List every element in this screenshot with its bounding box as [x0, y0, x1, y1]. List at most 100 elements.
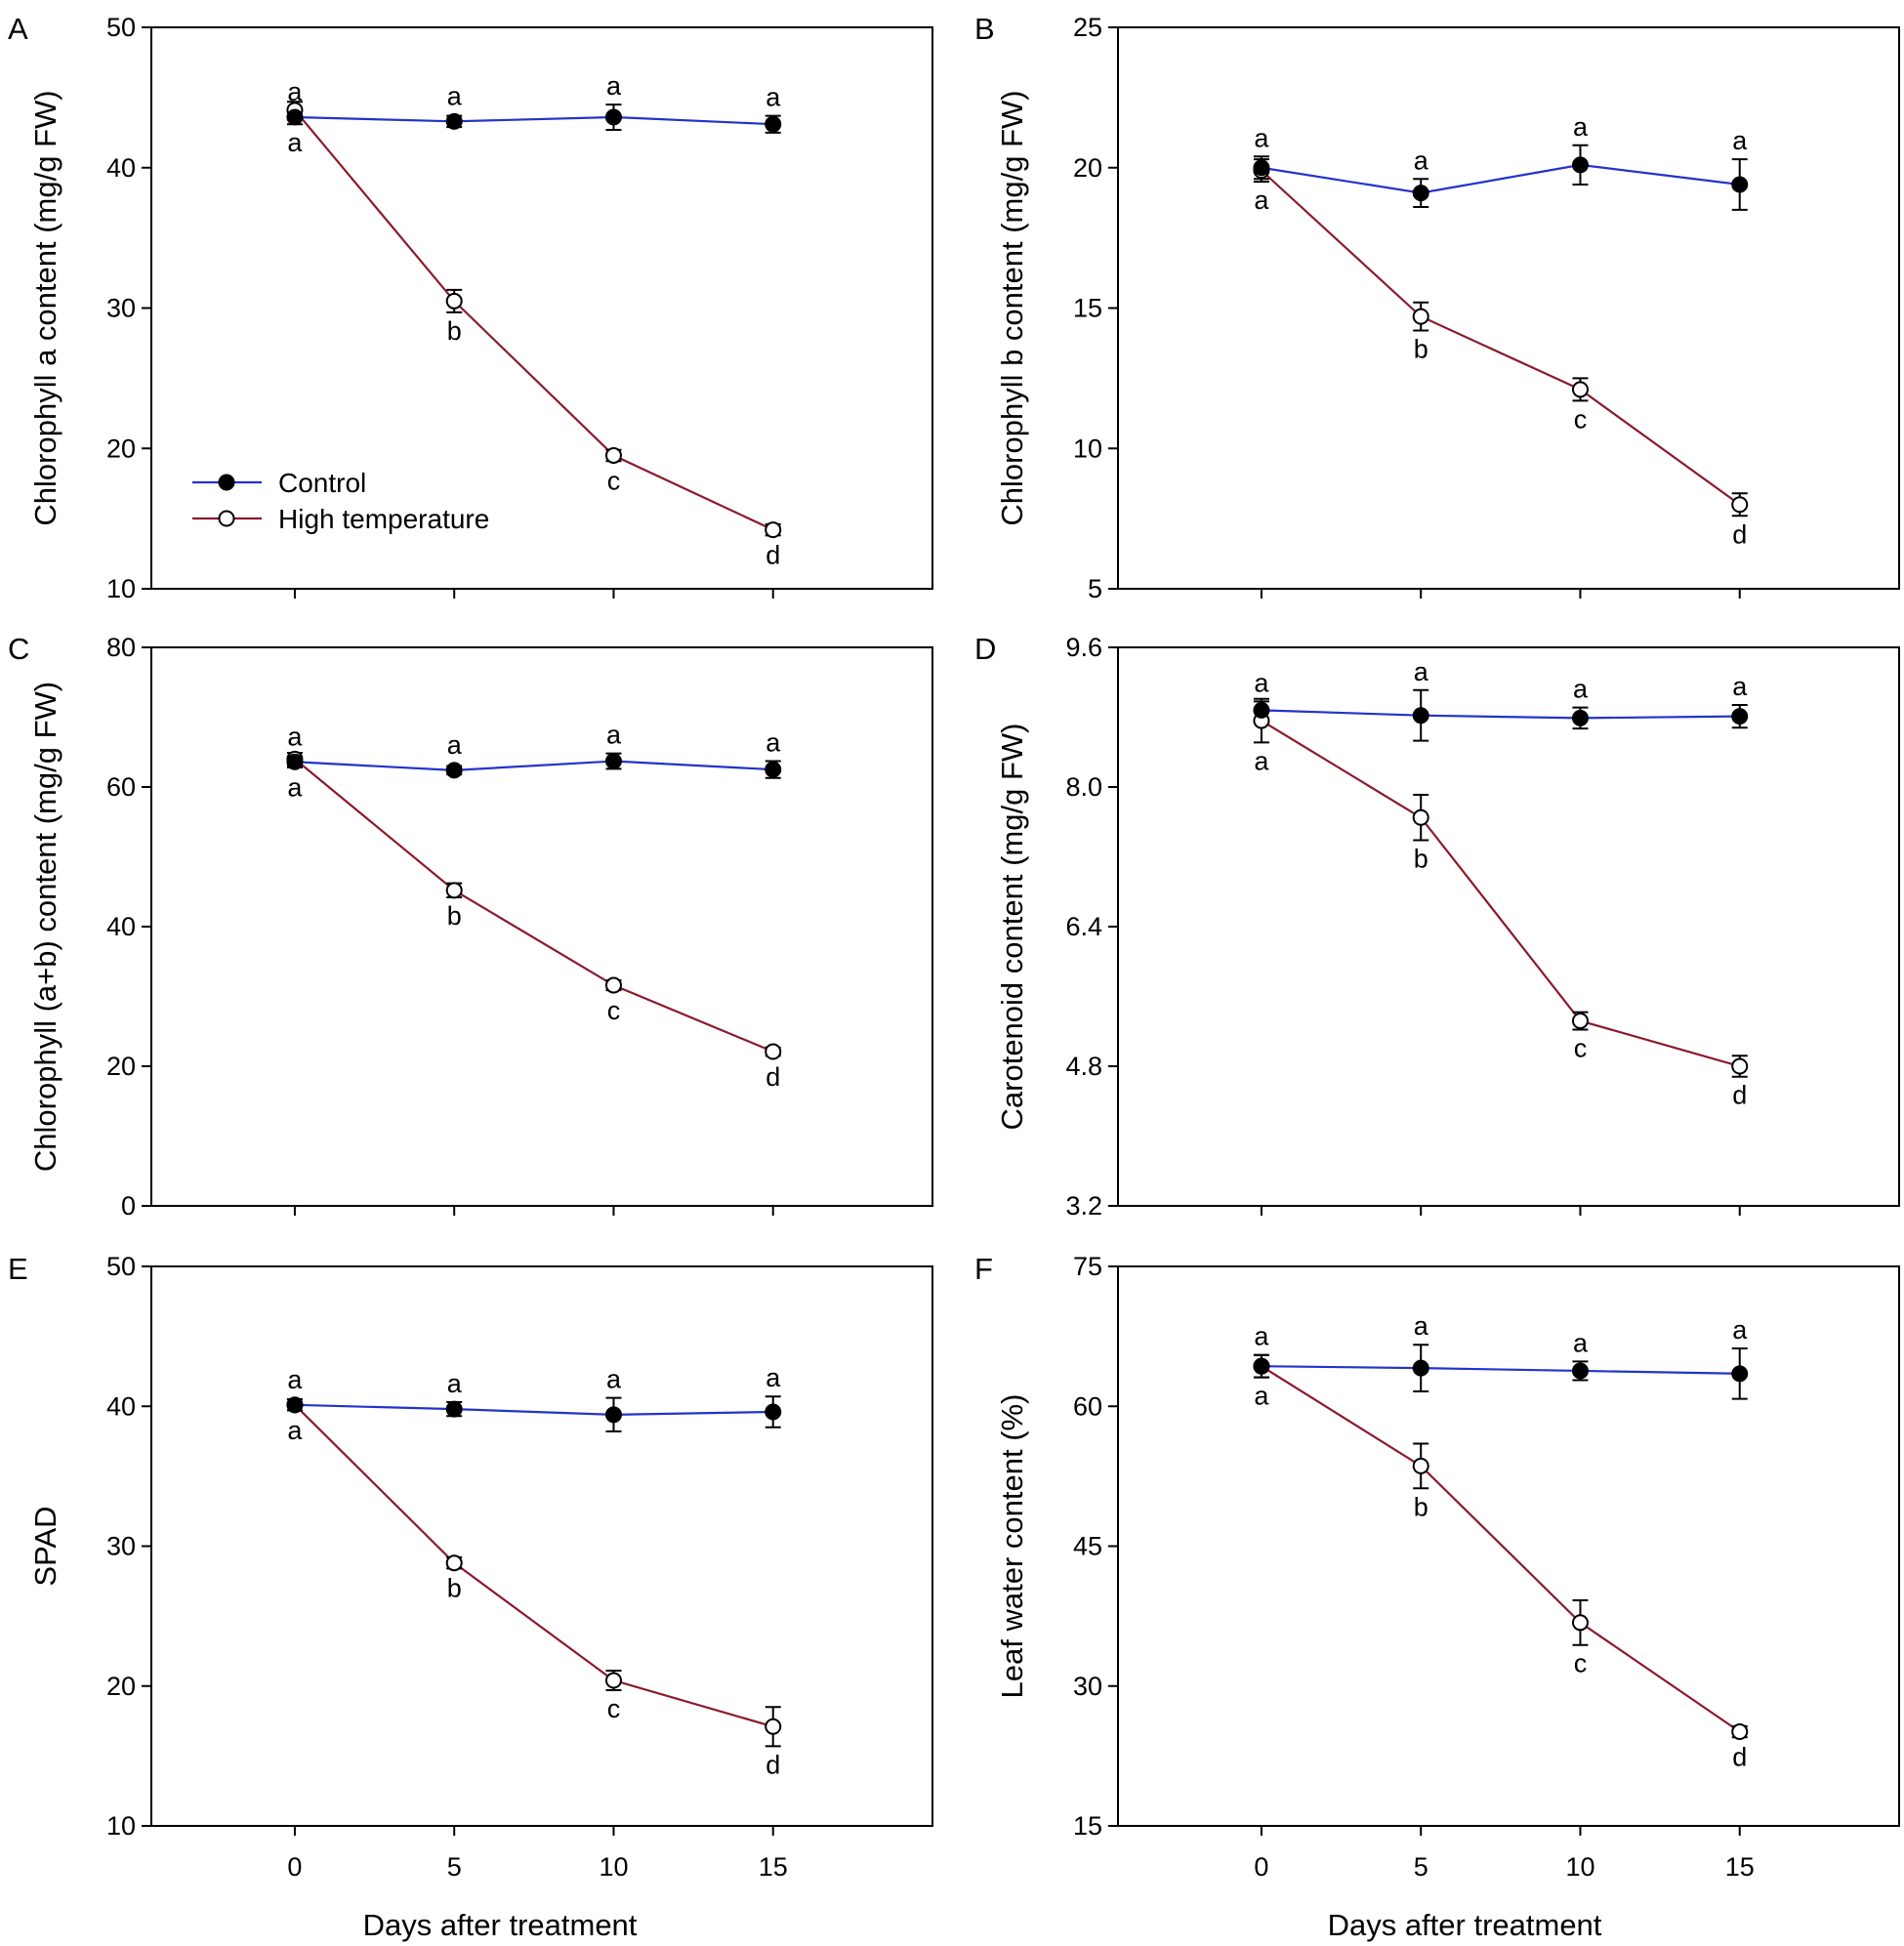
legend-marker — [218, 474, 235, 491]
marker-control — [445, 762, 463, 779]
marker-control — [1412, 707, 1429, 725]
y-tick-label: 75 — [1073, 1252, 1102, 1281]
marker-control — [604, 1406, 622, 1424]
y-tick-label: 0 — [121, 1191, 136, 1221]
marker-control — [286, 108, 304, 126]
y-tick-label: 9.6 — [1065, 633, 1102, 662]
marker-control — [1253, 1357, 1270, 1375]
sig-letter-high-temperature: d — [766, 541, 780, 570]
panel-letter: B — [974, 12, 995, 46]
sig-letter-high-temperature: b — [447, 901, 462, 931]
marker-high-temperature — [604, 976, 622, 994]
y-axis-title: Chlorophyll a content (mg/g FW) — [28, 90, 62, 525]
y-tick-label: 25 — [1073, 13, 1102, 42]
y-axis-title: Leaf water content (%) — [995, 1394, 1029, 1699]
marker-high-temperature — [1731, 1723, 1749, 1741]
series-line-control — [294, 760, 773, 771]
panel-letter: A — [8, 12, 28, 46]
marker-high-temperature — [445, 882, 463, 899]
sig-letter-high-temperature: b — [447, 316, 462, 346]
sig-letter-high-temperature: d — [1732, 519, 1747, 549]
sig-letter-high-temperature: d — [766, 1750, 780, 1779]
sig-letter-high-temperature: b — [447, 1574, 462, 1603]
sig-letter-control: a — [287, 77, 303, 106]
panel-letter: E — [8, 1252, 28, 1286]
y-tick-label: 20 — [106, 1052, 136, 1081]
y-tick-label: 60 — [1073, 1391, 1102, 1421]
y-tick-label: 6.4 — [1065, 912, 1102, 941]
x-tick-label: 0 — [1254, 1852, 1268, 1882]
sig-letter-control: a — [447, 1369, 463, 1398]
sig-letter-high-temperature: c — [607, 996, 621, 1025]
sig-letter-control: a — [1254, 123, 1269, 152]
marker-control — [286, 753, 304, 770]
plot-frame — [150, 26, 933, 590]
y-tick-label: 50 — [106, 1252, 136, 1281]
series-line-control — [1261, 163, 1740, 194]
y-tick-label: 10 — [1073, 434, 1102, 463]
legend-label: Control — [278, 468, 366, 498]
sig-letter-control: a — [1732, 1315, 1748, 1345]
marker-control — [1731, 1365, 1749, 1383]
marker-control — [765, 1403, 782, 1421]
marker-control — [1731, 708, 1749, 725]
panel-A: 10 20 30 40 50 Chlorophyll a content (mg/g FW… — [8, 12, 933, 603]
panel-letter: F — [974, 1252, 993, 1286]
sig-letter-control: a — [1573, 675, 1589, 704]
y-tick-label: 4.8 — [1065, 1052, 1102, 1081]
x-axis-title: Days after treatment — [363, 1908, 638, 1942]
marker-control — [604, 753, 622, 770]
x-tick-label: 5 — [447, 1852, 462, 1882]
series-line-control — [1261, 709, 1740, 720]
marker-control — [1571, 1362, 1589, 1380]
sig-letter-control: a — [447, 81, 463, 110]
sig-letter-control: a — [766, 728, 781, 758]
y-tick-label: 15 — [1073, 294, 1102, 323]
y-axis-title: SPAD — [28, 1506, 62, 1586]
marker-high-temperature — [1412, 808, 1429, 826]
marker-control — [445, 1400, 463, 1418]
x-tick-label: 10 — [1565, 1852, 1594, 1882]
marker-control — [445, 112, 463, 130]
sig-letter-high-temperature: b — [1414, 845, 1428, 874]
x-axis-title: Days after treatment — [1328, 1908, 1602, 1942]
series-line-high-temperature — [294, 109, 774, 531]
y-tick-label: 40 — [106, 1391, 136, 1421]
legend: Control High temperature — [192, 468, 489, 534]
sig-letter-high-temperature: d — [1732, 1743, 1747, 1772]
y-tick-label: 30 — [1073, 1672, 1102, 1701]
x-tick-label: 15 — [1725, 1852, 1755, 1882]
series-line-high-temperature — [294, 758, 774, 1054]
marker-control — [1571, 156, 1589, 174]
sig-letter-high-temperature: c — [1574, 1033, 1588, 1062]
sig-letter-high-temperature: a — [287, 1416, 303, 1445]
y-tick-label: 30 — [106, 294, 136, 323]
y-tick-label: 30 — [106, 1532, 136, 1561]
sig-letter-control: a — [606, 721, 622, 750]
sig-letter-control: a — [1732, 672, 1748, 701]
sig-letter-control: a — [1573, 112, 1589, 142]
series-line-high-temperature — [294, 1404, 774, 1728]
marker-control — [1253, 701, 1270, 719]
panel-F: 15 30 45 60 75 0 5 10 15 Leaf water content (%) Da… — [974, 1252, 1900, 1942]
series-line-control — [294, 115, 773, 126]
marker-high-temperature — [1731, 1057, 1749, 1075]
marker-high-temperature — [604, 446, 622, 464]
y-tick-label: 50 — [106, 13, 136, 42]
sig-letter-control: a — [1573, 1328, 1589, 1357]
marker-high-temperature — [445, 1554, 463, 1572]
marker-high-temperature — [1731, 496, 1749, 514]
sig-letter-control: a — [287, 722, 303, 751]
x-tick-label: 15 — [759, 1852, 788, 1882]
y-tick-label: 15 — [1073, 1811, 1102, 1841]
y-tick-label: 60 — [106, 772, 136, 802]
series-line-control — [294, 1403, 773, 1416]
sig-letter-control: a — [1254, 668, 1269, 697]
marker-control — [765, 115, 782, 133]
y-tick-label: 10 — [106, 1811, 136, 1841]
sig-letter-high-temperature: a — [287, 128, 303, 157]
plot-frame — [1117, 1265, 1900, 1827]
legend-label: High temperature — [278, 504, 489, 534]
sig-letter-control: a — [1414, 145, 1429, 175]
